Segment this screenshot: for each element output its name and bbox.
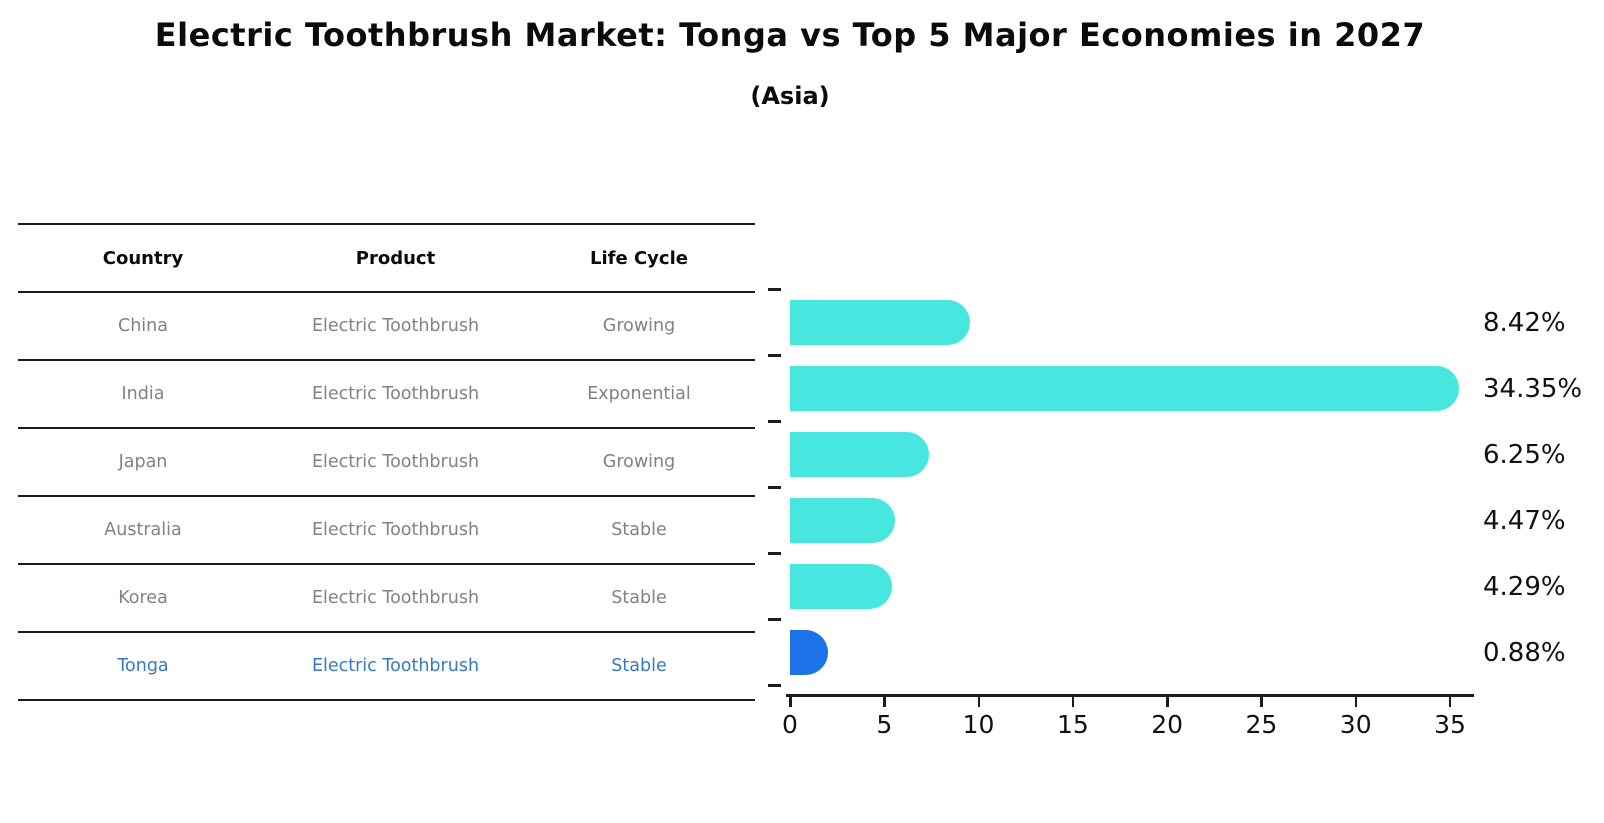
x-axis-tick: [1071, 696, 1075, 707]
table-header-row: Country Product Life Cycle: [18, 223, 755, 293]
cell-product: Electric Toothbrush: [311, 588, 480, 608]
column-header-lifecycle: Life Cycle: [590, 247, 688, 269]
table-row: Australia Electric Toothbrush Stable: [18, 497, 755, 565]
column-header-country: Country: [102, 247, 184, 269]
table-row: China Electric Toothbrush Growing: [18, 293, 755, 361]
data-table: Country Product Life Cycle China Electri…: [18, 223, 755, 701]
bar-china: [790, 299, 970, 345]
x-axis-tick-label: 10: [962, 710, 995, 739]
x-axis-tick: [789, 696, 792, 707]
cell-country: Korea: [118, 588, 168, 608]
cell-country: India: [121, 384, 165, 404]
table-row: Tonga Electric Toothbrush Stable: [18, 633, 755, 701]
cell-country: Australia: [104, 520, 182, 540]
bar-australia: [790, 497, 896, 543]
bar-korea: [790, 563, 892, 609]
value-label-china: 8.42%: [1483, 308, 1566, 338]
value-label-korea: 4.29%: [1483, 572, 1566, 602]
x-axis-tick: [1260, 696, 1263, 707]
x-axis-tick: [883, 696, 886, 707]
cell-lifecycle: Exponential: [587, 384, 691, 404]
x-axis-tick-label: 35: [1434, 710, 1466, 739]
x-axis-tick: [1448, 696, 1452, 707]
chart-subtitle: (Asia): [750, 82, 830, 110]
x-axis-tick-label: 20: [1151, 710, 1184, 739]
x-axis-tick-label: 30: [1339, 710, 1372, 739]
cell-product: Electric Toothbrush: [311, 316, 480, 336]
cell-country: Tonga: [117, 656, 169, 676]
chart-title: Electric Toothbrush Market: Tonga vs Top…: [154, 16, 1426, 54]
x-axis-tick: [1354, 696, 1358, 707]
table-row: Japan Electric Toothbrush Growing: [18, 429, 755, 497]
bar-tonga: [790, 629, 828, 675]
cell-lifecycle: Stable: [611, 656, 667, 676]
x-axis-tick-label: 15: [1056, 710, 1089, 739]
y-boundary-tick: [768, 420, 781, 423]
y-boundary-tick: [768, 684, 781, 687]
y-boundary-tick: [768, 354, 781, 357]
x-axis-tick-label: 0: [782, 710, 798, 739]
cell-lifecycle: Stable: [611, 588, 667, 608]
value-label-japan: 6.25%: [1483, 440, 1566, 470]
table-row: India Electric Toothbrush Exponential: [18, 361, 755, 429]
bar-japan: [790, 431, 929, 477]
y-boundary-tick: [768, 552, 781, 555]
cell-product: Electric Toothbrush: [311, 520, 480, 540]
cell-product: Electric Toothbrush: [311, 384, 480, 404]
value-label-tonga: 0.88%: [1483, 638, 1566, 668]
value-label-india: 34.35%: [1483, 374, 1583, 404]
x-axis-tick: [977, 696, 981, 707]
bar-india: [790, 365, 1459, 411]
cell-country: Japan: [118, 452, 168, 472]
column-header-product: Product: [355, 247, 436, 269]
table-body: China Electric Toothbrush Growing India …: [18, 293, 755, 701]
cell-product: Electric Toothbrush: [311, 452, 480, 472]
cell-lifecycle: Stable: [611, 520, 667, 540]
x-axis-tick: [1166, 696, 1169, 707]
x-axis-line: [786, 694, 1474, 697]
cell-lifecycle: Growing: [602, 316, 676, 336]
cell-lifecycle: Growing: [602, 452, 676, 472]
y-boundary-tick: [768, 288, 781, 291]
y-boundary-tick: [768, 618, 781, 621]
table-row: Korea Electric Toothbrush Stable: [18, 565, 755, 633]
cell-product: Electric Toothbrush: [311, 656, 480, 676]
x-axis-tick-label: 5: [876, 710, 893, 739]
value-label-australia: 4.47%: [1483, 506, 1566, 536]
x-axis-tick-label: 25: [1245, 710, 1278, 739]
cell-country: China: [118, 316, 168, 336]
y-boundary-tick: [768, 486, 781, 489]
